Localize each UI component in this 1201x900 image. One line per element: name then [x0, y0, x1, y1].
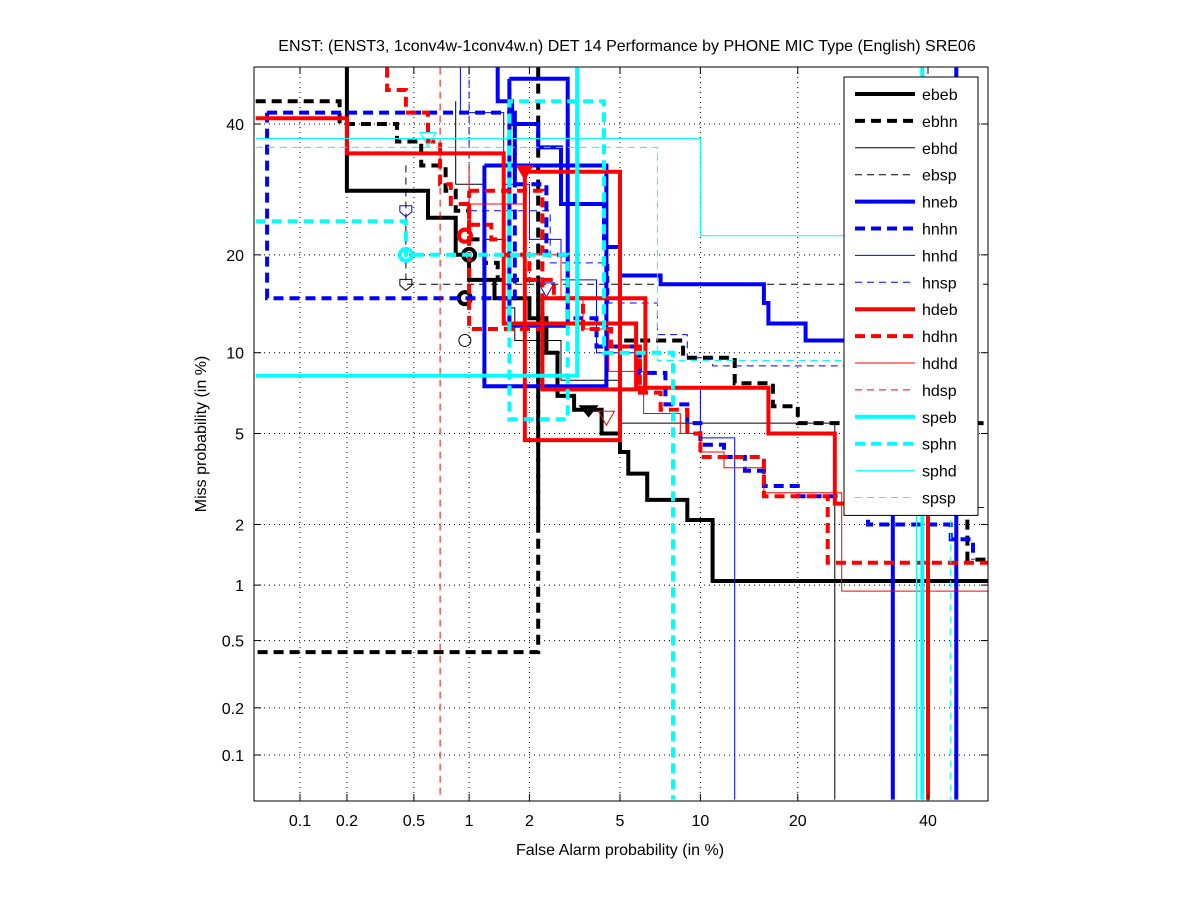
series-sphd — [255, 138, 917, 800]
legend: ebeb ebhn ebhd ebsp hneb hnhn hnhd hnsp hdeb hdhn… — [843, 76, 979, 516]
series-ebhn — [255, 67, 988, 655]
x-tick-label: 0.1 — [289, 813, 311, 830]
curve-hdeb-rect2 — [540, 296, 648, 392]
legend-label-ebhd: ebhd — [922, 141, 958, 158]
x-tick-label: 0.2 — [336, 813, 358, 830]
series-spsp — [255, 132, 952, 800]
x-tick-label: 1 — [465, 813, 474, 830]
curve-ebhn — [255, 99, 541, 655]
legend-label-speb: speb — [922, 410, 957, 427]
legend-label-hnhn: hnhn — [922, 222, 958, 239]
legend-label-ebeb: ebeb — [922, 87, 958, 104]
legend-box — [843, 76, 979, 516]
curve-ebhn-segment — [965, 503, 988, 562]
legend-label-ebsp: ebsp — [922, 168, 957, 185]
x-tick-label: 2 — [525, 813, 534, 830]
legend-label-hneb: hneb — [922, 195, 958, 212]
ebsp-marker — [399, 278, 413, 291]
curve-sphd — [255, 138, 917, 800]
spsp-marker — [419, 132, 437, 148]
y-tick-label: 2 — [235, 517, 244, 534]
y-tick-label: 1 — [235, 578, 244, 595]
y-tick-label: 10 — [226, 346, 244, 363]
curve-ebsp — [405, 165, 988, 285]
y-axis-label: Miss probability (in %) — [193, 356, 210, 512]
x-tick-label: 40 — [919, 813, 937, 830]
ebhd-marker — [458, 333, 472, 347]
hnsp-marker — [399, 205, 413, 218]
x-tick-label: 20 — [789, 813, 807, 830]
curve-speb — [255, 67, 580, 378]
legend-label-hdsp: hdsp — [922, 383, 957, 400]
legend-label-ebhn: ebhn — [922, 114, 958, 131]
y-axis-ticks: 0.1 0.2 0.5 1 2 5 10 20 40 — [222, 117, 988, 765]
x-tick-label: 0.5 — [403, 813, 425, 830]
x-tick-label: 10 — [691, 813, 709, 830]
legend-label-hdhd: hdhd — [922, 356, 958, 373]
legend-label-hdeb: hdeb — [922, 302, 958, 319]
legend-label-hnsp: hnsp — [922, 275, 957, 292]
hnhn-marker — [537, 282, 556, 298]
curve-ebhd — [455, 101, 836, 800]
chart-title: ENST: (ENST3, 1conv4w-1conv4w.n) DET 14 … — [278, 38, 976, 55]
legend-label-spsp: spsp — [922, 491, 956, 508]
curve-sphn — [255, 99, 675, 800]
y-tick-label: 0.5 — [222, 634, 244, 651]
curve-hdeb-rect — [522, 169, 622, 443]
curve-hdhn-rect — [467, 188, 545, 331]
curve-hnhn-rect — [265, 112, 517, 301]
x-axis-ticks: 0.1 0.2 0.5 1 2 5 10 20 40 — [289, 67, 937, 830]
series-sphn — [255, 99, 675, 800]
legend-label-sphd: sphd — [922, 464, 957, 481]
series-hnsp — [399, 67, 988, 508]
ebeb-marker — [578, 405, 599, 418]
y-tick-label: 40 — [226, 117, 244, 134]
hdeb-marker — [515, 165, 534, 181]
sphn-marker — [397, 246, 414, 263]
hdhd-marker — [597, 410, 616, 427]
y-tick-label: 0.1 — [222, 748, 244, 765]
series-ebhd — [455, 101, 836, 800]
curve-hnsp — [468, 67, 988, 508]
x-tick-label: 5 — [616, 813, 625, 830]
legend-label-hdhn: hdhn — [922, 329, 958, 346]
curve-ebhn-segment — [624, 338, 985, 426]
curve-spsp — [255, 146, 952, 800]
legend-label-sphn: sphn — [922, 437, 957, 454]
legend-label-hnhd: hnhd — [922, 248, 958, 265]
x-axis-label: False Alarm probability (in %) — [516, 842, 724, 859]
y-tick-label: 20 — [226, 248, 244, 265]
y-tick-label: 0.2 — [222, 701, 244, 718]
series-ebsp — [399, 165, 988, 291]
y-tick-label: 5 — [235, 427, 244, 444]
hdhn-marker — [456, 227, 473, 244]
